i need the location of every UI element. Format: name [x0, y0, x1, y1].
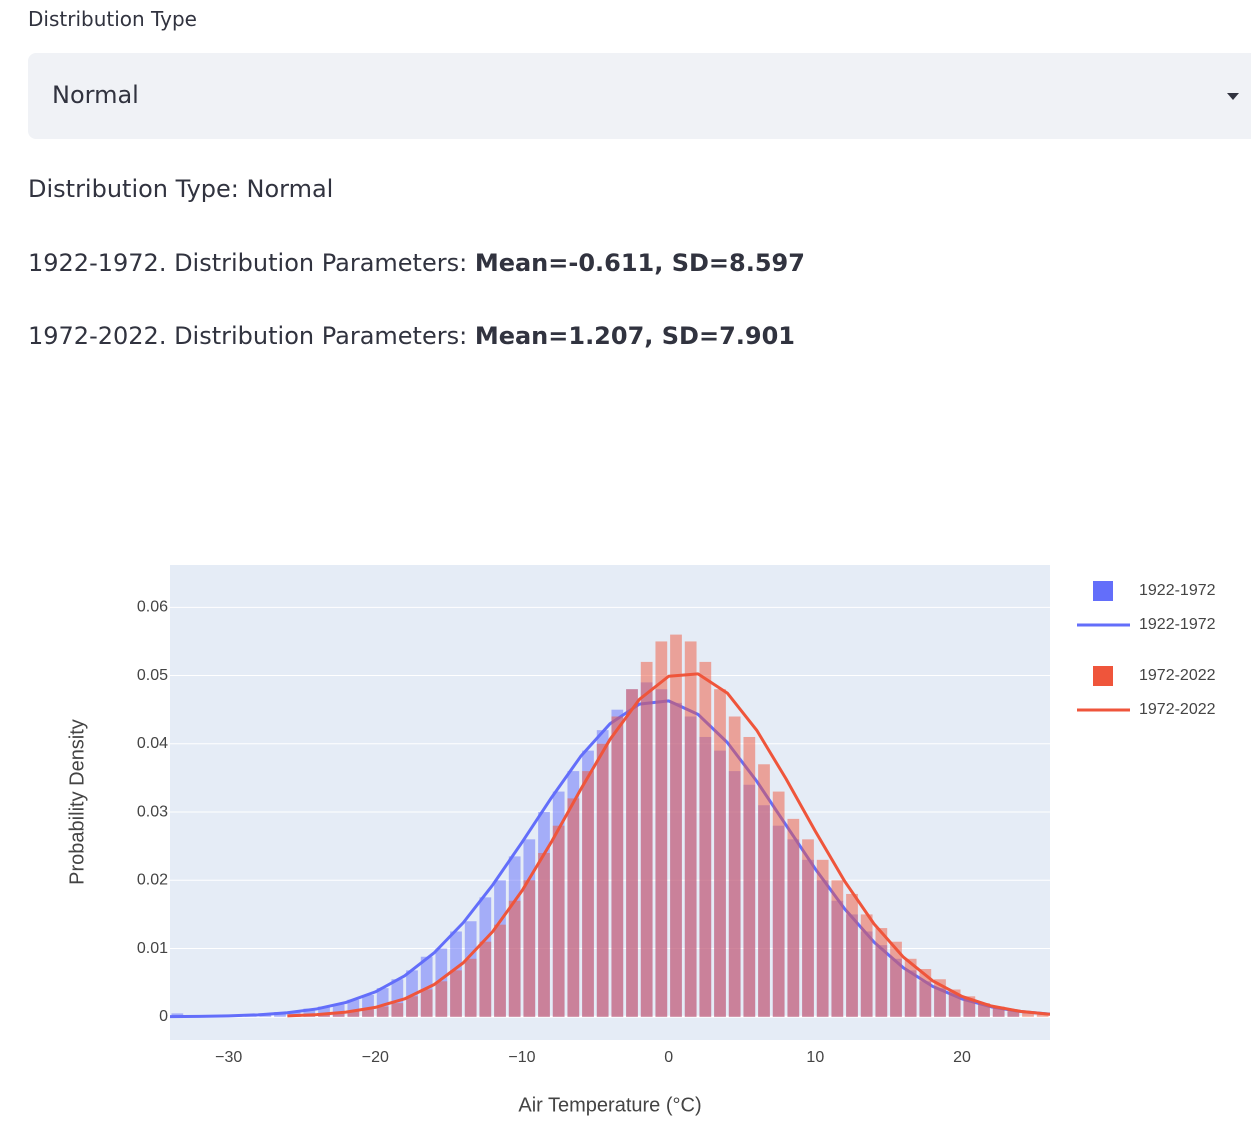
density-line — [170, 699, 1050, 1019]
density-line — [287, 672, 1050, 1018]
hist-bar — [303, 1008, 316, 1017]
legend-label: 1972-2022 — [1139, 701, 1216, 718]
y-tick-label: 0.06 — [137, 599, 168, 616]
hist-bar — [332, 1004, 345, 1017]
hist-bar — [420, 989, 433, 1017]
hist-bar — [714, 689, 726, 1017]
hist-bar — [670, 634, 682, 1017]
hist-bar — [846, 893, 858, 1017]
params-values: Mean=-0.611, SD=8.597 — [474, 249, 805, 277]
hist-bar — [816, 859, 829, 1017]
hist-bar — [538, 853, 550, 1017]
hist-bar — [391, 979, 404, 1017]
hist-bar — [978, 1003, 990, 1017]
hist-bar — [611, 716, 624, 1017]
hist-bar — [1007, 1009, 1020, 1017]
hist-bar — [494, 924, 506, 1017]
hist-bar — [890, 941, 902, 1017]
hist-bar — [626, 689, 638, 1017]
hist-bar — [963, 996, 976, 1017]
hist-bar — [464, 958, 477, 1017]
hist-bar — [332, 1012, 345, 1017]
hist-bar — [904, 958, 917, 1017]
hist-bar — [318, 1006, 330, 1017]
select-value: Normal — [52, 81, 139, 109]
hist-bar — [362, 994, 374, 1017]
chart: Air Temperature (°C) Probability Density… — [66, 565, 1216, 1116]
hist-bar — [772, 791, 785, 1017]
hist-bar — [684, 641, 697, 1017]
hist-bar — [508, 900, 521, 1017]
x-axis-title: Air Temperature (°C) — [518, 1094, 701, 1116]
hist-bar — [376, 1006, 389, 1017]
params-prefix: 1922-1972. Distribution Parameters: — [28, 249, 475, 277]
legend-swatch — [1093, 581, 1113, 601]
x-tick-label: −10 — [508, 1049, 535, 1066]
hist-bar — [347, 1011, 360, 1017]
hist-bar — [875, 928, 888, 1017]
y-tick-label: 0.01 — [137, 940, 168, 957]
plot-area — [170, 565, 1050, 1040]
select-box[interactable]: Normal — [28, 53, 1251, 139]
x-tick-label: 20 — [953, 1049, 971, 1066]
hist-bar — [758, 764, 770, 1017]
hist-bar — [552, 825, 565, 1017]
hist-bar — [596, 743, 609, 1017]
hist-bar — [435, 981, 448, 1017]
hist-bar — [523, 880, 536, 1017]
hist-bar — [362, 1009, 374, 1017]
hist-bar — [860, 914, 873, 1017]
dropdown-arrow — [1227, 93, 1239, 100]
hist-bar — [450, 970, 462, 1017]
hist-bar — [582, 771, 594, 1017]
hist-bar — [406, 996, 418, 1017]
hist-bar — [948, 989, 961, 1017]
y-tick-label: 0.02 — [137, 872, 168, 889]
hist-bar — [831, 880, 844, 1017]
params-line: 1922-1972. Distribution Parameters: Mean… — [28, 249, 805, 277]
y-tick-label: 0.04 — [137, 735, 168, 752]
hist-bar — [406, 970, 418, 1017]
hist-bar — [479, 941, 492, 1017]
legend-label: 1922-1972 — [1139, 582, 1216, 599]
hist-bar — [288, 1011, 301, 1017]
selector-label: Distribution Type — [28, 7, 197, 31]
legend-swatch — [1093, 666, 1113, 686]
hist-bar — [934, 979, 946, 1017]
legend-label: 1972-2022 — [1139, 667, 1216, 684]
hist-bar — [1022, 1012, 1034, 1017]
x-tick-label: 0 — [664, 1049, 673, 1066]
y-tick-label: 0.05 — [137, 667, 168, 684]
params-line: 1972-2022. Distribution Parameters: Mean… — [28, 322, 795, 350]
legend-label: 1922-1972 — [1139, 616, 1216, 633]
hist-bar — [699, 661, 712, 1017]
hist-bar — [376, 988, 389, 1017]
y-tick-label: 0 — [159, 1008, 168, 1025]
hist-bar — [391, 1003, 404, 1017]
hist-bar — [640, 661, 653, 1017]
hist-bar — [655, 641, 668, 1017]
hist-bar — [347, 999, 360, 1017]
hist-bar — [567, 798, 580, 1017]
y-axis-title: Probability Density — [66, 719, 88, 885]
x-tick-label: −30 — [215, 1049, 242, 1066]
y-tick-label: 0.03 — [137, 803, 168, 820]
params-prefix: 1972-2022. Distribution Parameters: — [28, 322, 475, 350]
hist-bar — [919, 969, 932, 1017]
hist-bar — [1036, 1013, 1049, 1017]
plot — [170, 634, 1050, 1019]
params-values: Mean=1.207, SD=7.901 — [474, 322, 795, 350]
hist-bar — [743, 736, 756, 1017]
hist-bar — [992, 1006, 1005, 1017]
x-tick-label: −20 — [362, 1049, 389, 1066]
x-tick-label: 10 — [806, 1049, 824, 1066]
type-line: Distribution Type: Normal — [28, 175, 334, 203]
hist-bar — [802, 839, 814, 1017]
hist-bar — [171, 1013, 184, 1017]
hist-bar — [787, 818, 800, 1017]
hist-bar — [728, 716, 741, 1017]
